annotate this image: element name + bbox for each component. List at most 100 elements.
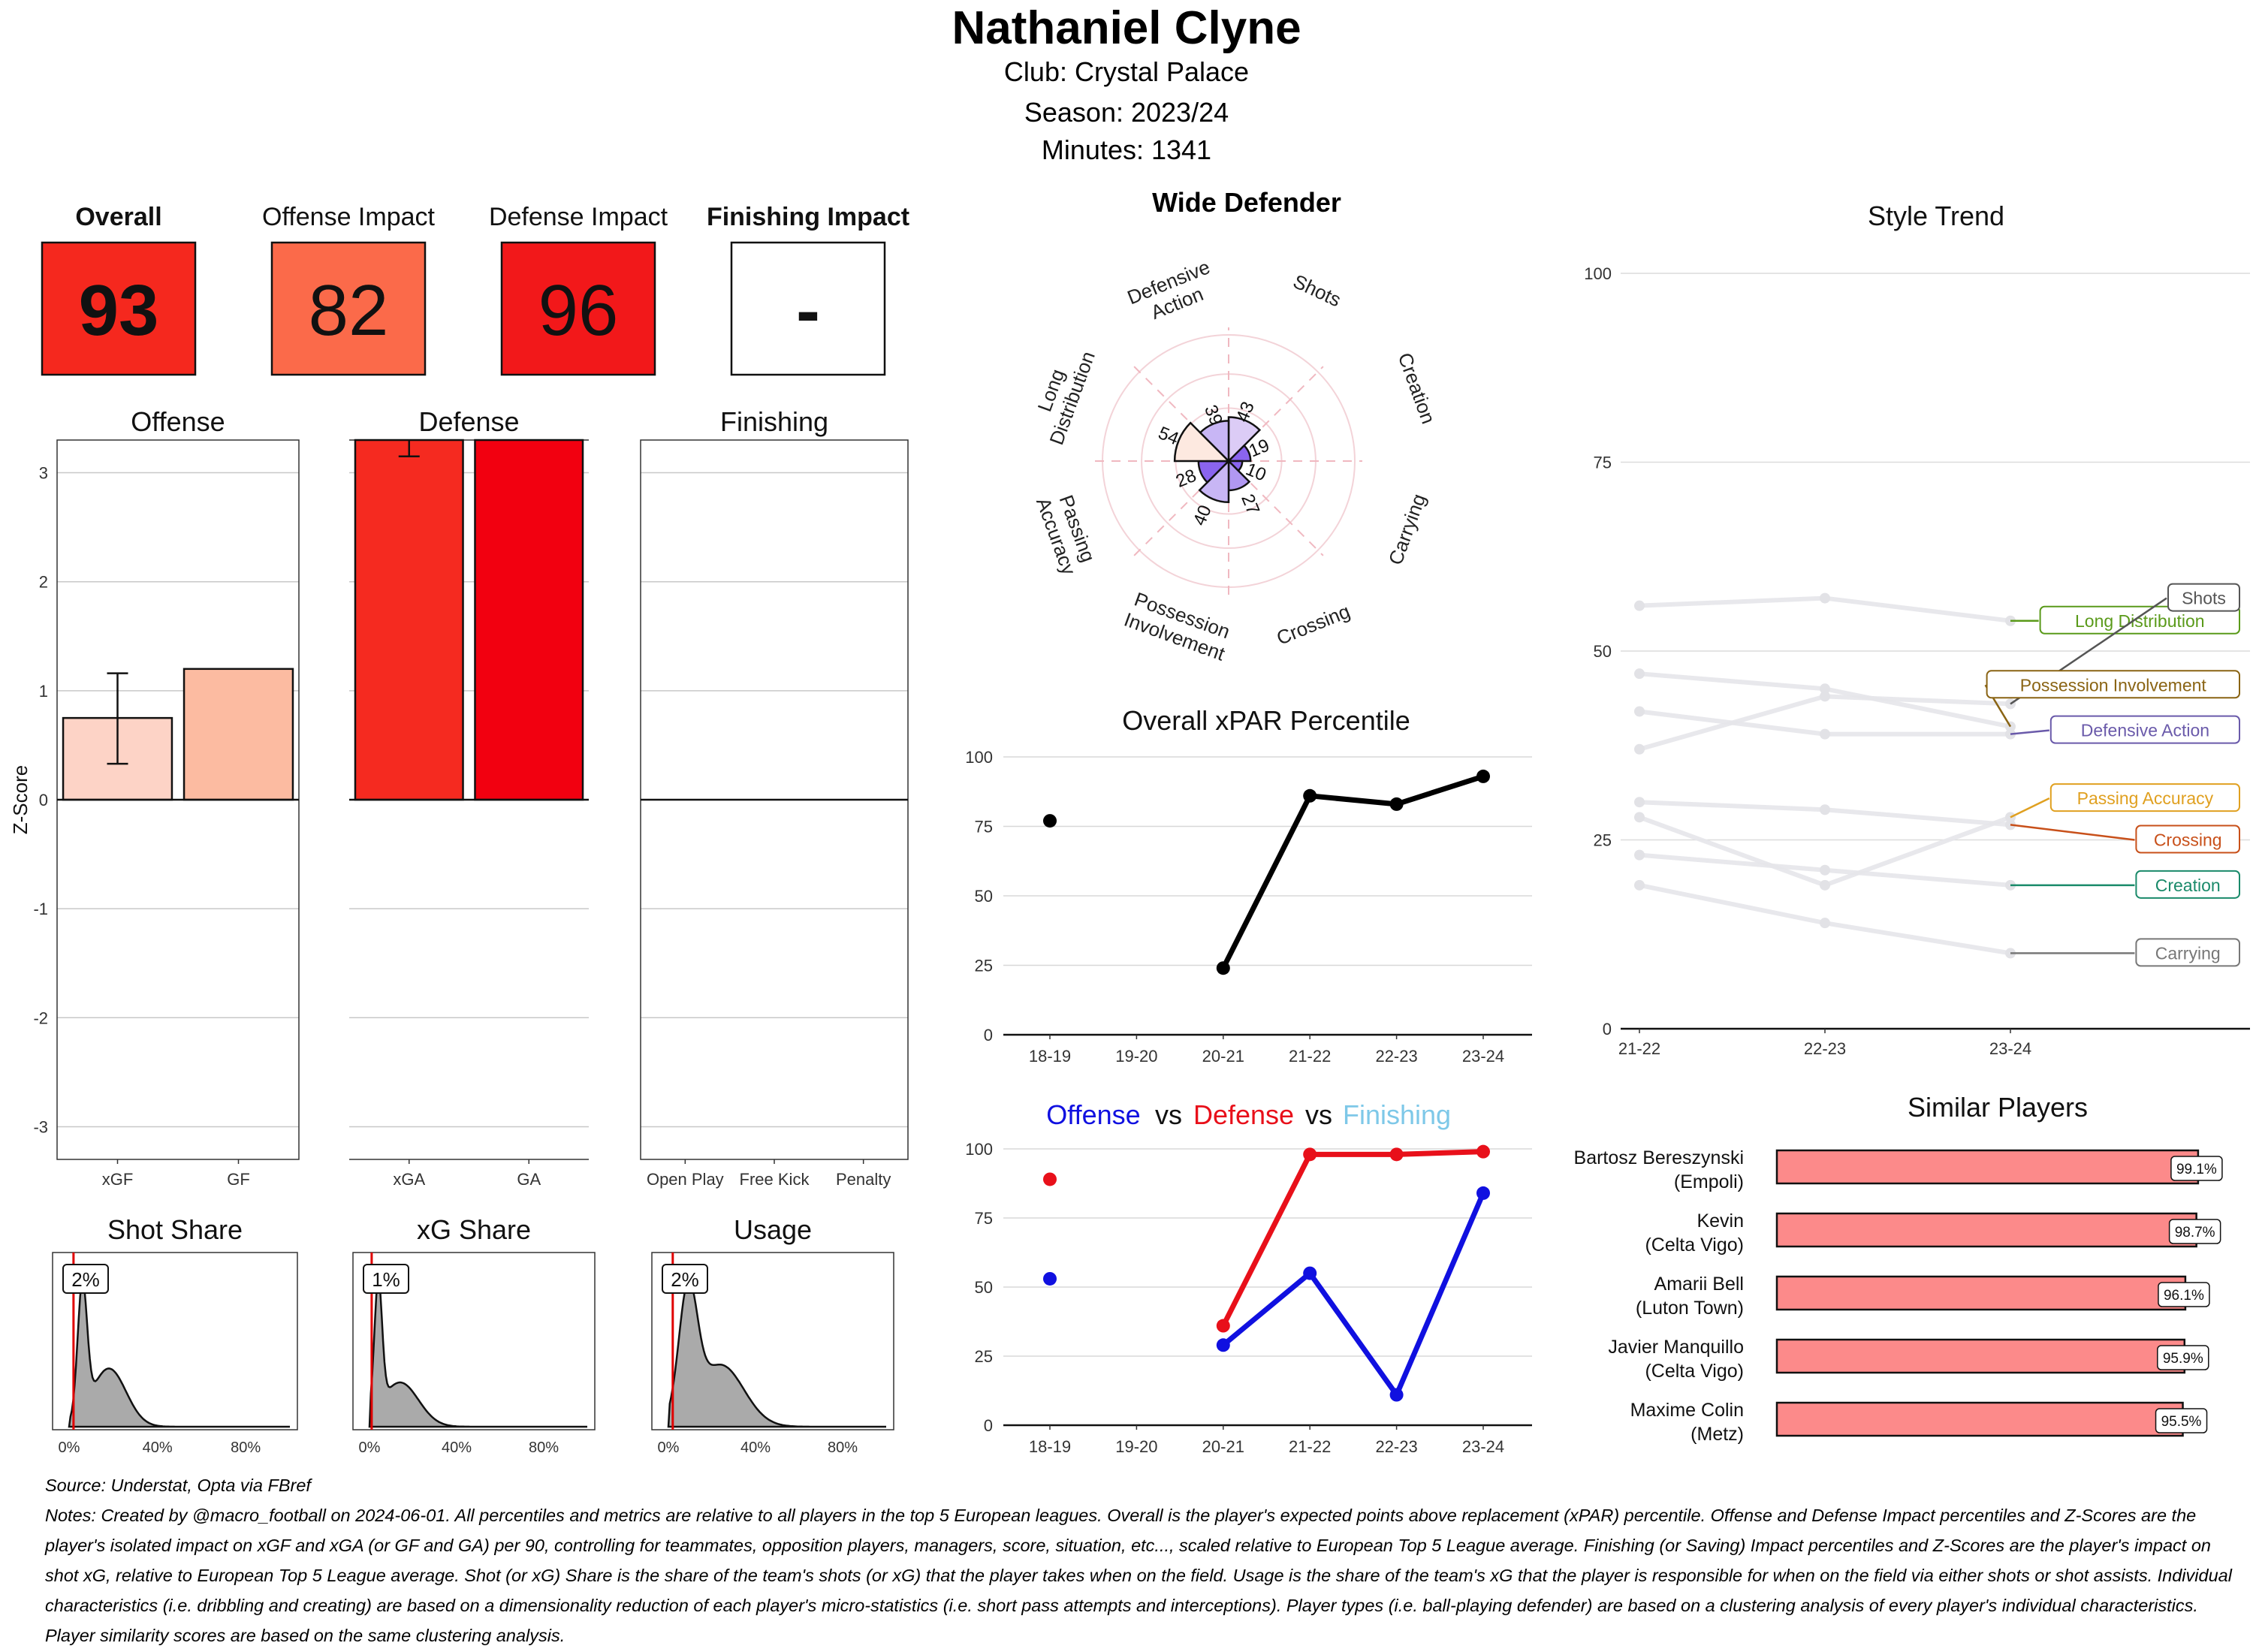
style-label: Passing Accuracy: [2010, 783, 2241, 818]
similarity-label-box: [2168, 1219, 2221, 1244]
y-tick-label: 0: [984, 1416, 993, 1435]
style-label: Creation: [2010, 870, 2240, 899]
y-tick-label: 50: [975, 887, 993, 906]
error-bar: [107, 672, 128, 765]
radar-value-label: 27: [1237, 491, 1263, 517]
label-box: [2135, 870, 2240, 899]
player-name: Bartosz Bereszynski: [1574, 1147, 1744, 1168]
style-point: [1634, 706, 1645, 717]
player-club: (Celta Vigo): [1645, 1234, 1744, 1256]
series-label: Defensive Action: [2081, 721, 2209, 740]
similarity-label-box: [2155, 1408, 2208, 1433]
marker-label-box: [363, 1264, 409, 1294]
zscore-bar: [182, 668, 294, 801]
player-club: (Luton Town): [1636, 1298, 1744, 1319]
impact-title: Finishing Impact: [707, 203, 909, 231]
density-curve: [667, 1278, 886, 1428]
impact-box: [41, 241, 197, 376]
y-tick-label: 25: [975, 1347, 993, 1366]
panel-title: Finishing: [720, 406, 828, 437]
player-name: Maxime Colin: [1630, 1400, 1744, 1421]
chart-title: Similar Players: [1908, 1092, 2088, 1123]
similarity-bar: [1775, 1149, 2200, 1185]
radar-wedge: [1198, 458, 1230, 504]
similarity-label: 98.7%: [2175, 1225, 2215, 1241]
x-tick-label: 0%: [359, 1439, 381, 1456]
impact-title: Overall: [75, 203, 161, 231]
zscore-panel: Finishing Open Play Free Kick Penalty: [640, 406, 909, 1189]
zscore-panel: Defense xGA GA: [349, 406, 589, 1189]
data-point: [1476, 769, 1490, 783]
x-tick-label: 80%: [231, 1439, 261, 1456]
label-box: [2167, 583, 2240, 612]
marker-label: 1%: [372, 1268, 400, 1291]
label-connector: [2010, 824, 2135, 841]
label-box: [2049, 783, 2241, 812]
player-club: (Empoli): [1674, 1171, 1744, 1192]
impact-value: 82: [309, 270, 389, 351]
radar-wedge: [1226, 444, 1252, 463]
x-tick-label: Free Kick: [740, 1170, 810, 1189]
style-point: [1820, 804, 1830, 815]
panel-title: Shot Share: [107, 1214, 243, 1245]
y-tick-label: 50: [975, 1278, 993, 1297]
series-line: [1220, 773, 1485, 969]
style-point: [1634, 879, 1645, 891]
radar-category-label: Shots: [1289, 270, 1344, 311]
impact-title: Offense Impact: [262, 203, 435, 231]
style-label: Carrying: [2010, 938, 2240, 967]
player-name: Javier Manquillo: [1608, 1337, 1744, 1358]
radar-category-label: PassingAccuracy: [1032, 487, 1102, 577]
player-club: (Metz): [1691, 1424, 1744, 1445]
x-tick-label: 19-20: [1115, 1437, 1157, 1456]
similarity-bar: [1775, 1212, 2197, 1248]
x-tick-label: GF: [227, 1170, 250, 1189]
chart-title-part: vs: [1305, 1099, 1332, 1130]
y-tick-label: 0: [984, 1026, 993, 1045]
data-point: [1476, 1144, 1490, 1159]
chart-title: Overall xPAR Percentile: [1122, 705, 1410, 736]
data-point: [1043, 1271, 1057, 1286]
y-tick-label: 0: [1603, 1020, 1612, 1039]
x-tick-label: 19-20: [1115, 1047, 1157, 1066]
radar-title: Wide Defender: [1152, 187, 1341, 218]
similar-player-row: Javier Manquillo (Celta Vigo) 95.9%: [1608, 1337, 2209, 1382]
panel-title: xG Share: [417, 1214, 531, 1245]
y-tick-label: 75: [1594, 454, 1612, 472]
style-series: [1634, 592, 2016, 626]
x-tick-label: 23-24: [1989, 1039, 2031, 1058]
panel-title: Offense: [131, 406, 225, 437]
data-point: [1303, 788, 1317, 803]
series-label: Carrying: [2155, 943, 2221, 963]
data-point: [1043, 1172, 1057, 1186]
style-series: [1634, 812, 2016, 891]
data-point: [1216, 1319, 1230, 1333]
y-tick-label: 3: [39, 464, 48, 483]
y-tick-label: -2: [33, 1008, 48, 1027]
marker-label-box: [662, 1264, 708, 1294]
share-panel: Usage 2% 0% 40% 80%: [651, 1214, 894, 1456]
impact-value: 96: [538, 270, 619, 351]
radar-wedge: [1199, 420, 1230, 464]
style-point: [1820, 691, 1830, 702]
style-point: [1634, 600, 1645, 611]
x-tick-label: 80%: [529, 1439, 559, 1456]
style-point: [1820, 728, 1830, 740]
y-tick-label: 1: [39, 682, 48, 701]
x-tick-label: 0%: [59, 1439, 80, 1456]
y-tick-label: -1: [33, 900, 48, 918]
player-name-title: Nathaniel Clyne: [952, 2, 1301, 54]
x-tick-label: 21-22: [1289, 1047, 1331, 1066]
similarity-bar: [1775, 1275, 2187, 1311]
style-point: [1634, 743, 1645, 755]
similarity-label: 95.9%: [2163, 1351, 2203, 1367]
y-axis-label: Z-Score: [9, 765, 32, 834]
style-label: Long Distribution: [2010, 605, 2241, 635]
panel-frame: [52, 1252, 298, 1430]
similarity-bar: [1775, 1338, 2186, 1374]
methodology-note: Notes: Created by @macro_football on 202…: [45, 1506, 2232, 1645]
x-tick-label: 40%: [442, 1439, 472, 1456]
label-box: [2039, 605, 2241, 635]
data-point: [1389, 797, 1404, 811]
